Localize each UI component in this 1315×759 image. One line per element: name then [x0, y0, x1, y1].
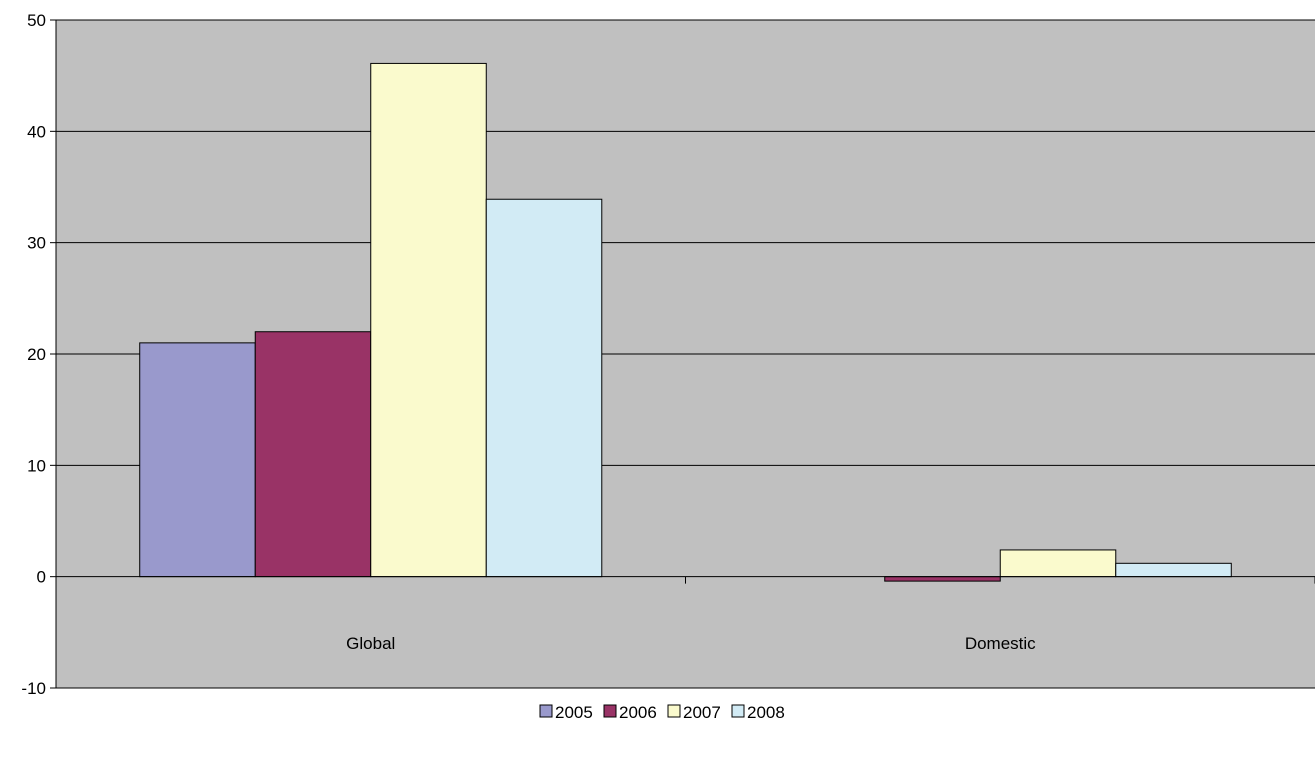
bar-2007-global: [370, 62, 487, 578]
x-category-label: Domestic: [965, 634, 1036, 653]
legend-swatch-2005: [539, 704, 553, 718]
bar-2008-global: [485, 198, 603, 578]
bar-2006-global: [254, 331, 372, 578]
y-tick-label: 30: [27, 234, 46, 253]
bars: [139, 62, 1232, 582]
legend-swatch-2007: [667, 704, 681, 718]
legend-swatch-2006: [603, 704, 617, 718]
x-category-label: Global: [346, 634, 395, 653]
y-tick-label: 0: [37, 568, 46, 587]
legend-label-2008: 2008: [747, 703, 785, 722]
legend-label-2007: 2007: [683, 703, 721, 722]
bar-2005-global: [139, 342, 256, 578]
legend: 2005 2006 2007 2008: [539, 703, 785, 722]
legend-swatch-2008: [731, 704, 745, 718]
zero-line: [55, 576, 1315, 584]
y-tick-label: 50: [27, 11, 46, 30]
legend-label-2005: 2005: [555, 703, 593, 722]
bar-2007-domestic: [999, 549, 1117, 578]
bar-2008-domestic: [1115, 562, 1232, 578]
legend-label-2006: 2006: [619, 703, 657, 722]
bar-2006-domestic: [884, 576, 1001, 582]
x-axis-labels: Global Domestic: [346, 634, 1036, 653]
y-tick-label: -10: [21, 679, 46, 698]
y-tick-label: 20: [27, 345, 46, 364]
y-tick-label: 10: [27, 456, 46, 475]
y-tick-label: 40: [27, 122, 46, 141]
